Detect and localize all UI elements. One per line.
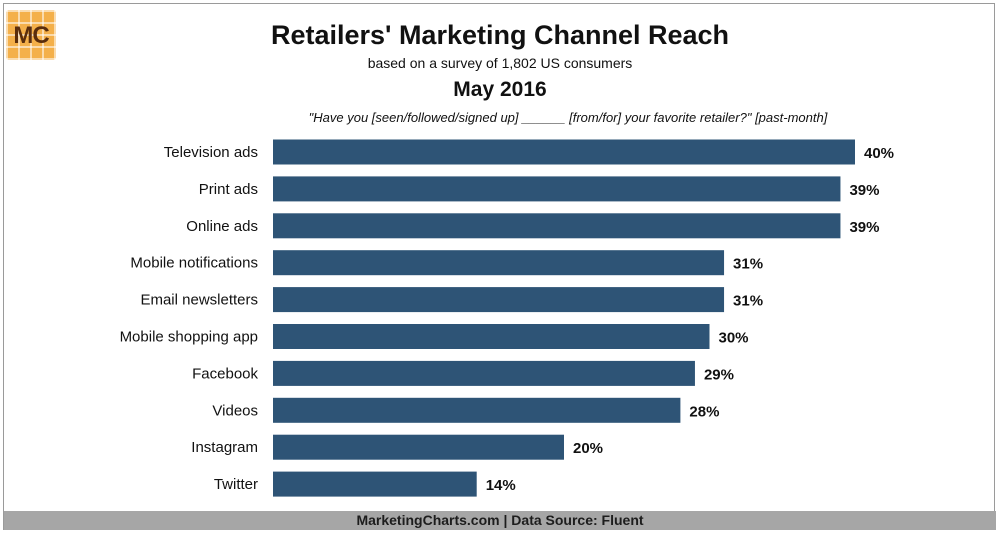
data-label-videos: 28% (689, 403, 719, 420)
bar-videos (273, 397, 681, 423)
data-label-mobile-shopping-app: 30% (719, 330, 749, 347)
bar-email-newsletters (273, 287, 725, 313)
category-label-print-ads: Print ads (199, 181, 258, 198)
category-label-instagram: Instagram (191, 439, 258, 456)
category-label-television-ads: Television ads (164, 144, 258, 161)
data-label-facebook: 29% (704, 366, 734, 383)
chart-subtitle: based on a survey of 1,802 US consumers (367, 55, 633, 71)
category-label-videos: Videos (212, 402, 258, 419)
data-label-mobile-notifications: 31% (733, 256, 763, 273)
data-label-print-ads: 39% (849, 182, 879, 199)
bar-television-ads (273, 139, 855, 165)
bar-facebook (273, 360, 695, 386)
category-label-mobile-shopping-app: Mobile shopping app (120, 329, 258, 346)
chart-title: Retailers' Marketing Channel Reach (270, 20, 730, 50)
data-label-online-ads: 39% (849, 219, 879, 236)
bar-print-ads (273, 176, 841, 202)
bar-instagram (273, 434, 564, 460)
marketingcharts-logo: MC (6, 10, 56, 60)
category-label-email-newsletters: Email newsletters (140, 292, 258, 309)
bar-mobile-shopping-app (273, 324, 710, 349)
bar-online-ads (273, 213, 841, 239)
data-label-instagram: 20% (573, 440, 603, 457)
bar-mobile-notifications (273, 250, 725, 276)
category-label-online-ads: Online ads (186, 218, 258, 235)
category-label-mobile-notifications: Mobile notifications (130, 255, 258, 272)
survey-question: "Have you [seen/followed/signed up] ____… (308, 110, 828, 125)
data-label-twitter: 14% (486, 477, 516, 494)
footer-source: MarketingCharts.com | Data Source: Fluen… (4, 511, 996, 530)
chart-date: May 2016 (453, 78, 547, 101)
logo-grid-pattern (6, 10, 56, 60)
data-label-email-newsletters: 31% (733, 293, 763, 310)
bar-twitter (273, 471, 477, 497)
data-label-television-ads: 40% (864, 145, 894, 162)
category-label-facebook: Facebook (192, 365, 258, 382)
category-label-twitter: Twitter (214, 476, 258, 493)
logo-text: MC (13, 22, 49, 49)
